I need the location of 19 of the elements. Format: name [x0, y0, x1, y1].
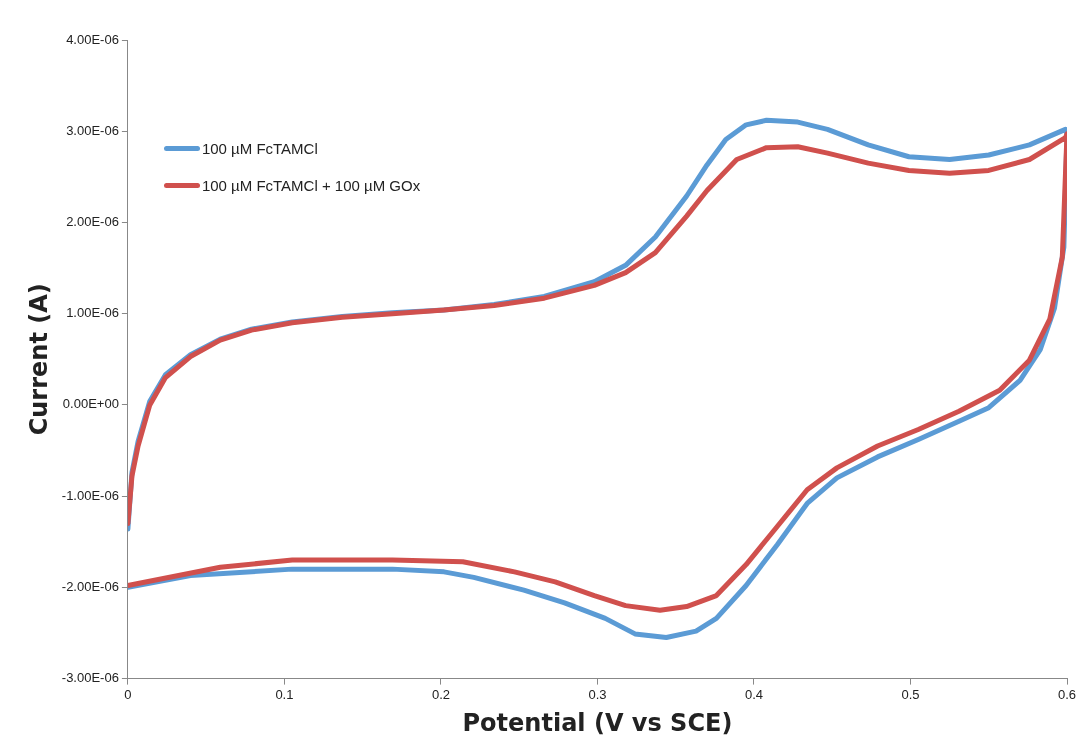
x-tick-label: 0.4 [744, 686, 763, 702]
x-tick-label: 0.2 [431, 686, 450, 702]
x-tick-label: 0.5 [901, 686, 920, 702]
y-tick-label: -2.00E-06 [61, 578, 119, 594]
legend-label: 100 µM FcTAMCl [201, 140, 318, 157]
x-axis-title: Potential (V vs SCE) [462, 708, 733, 737]
y-tick-label: -1.00E-06 [61, 487, 119, 503]
y-axis-title: Current (A) [24, 283, 53, 436]
y-tick-label: 0.00E+00 [62, 396, 119, 412]
y-tick-label: 4.00E-06 [66, 31, 119, 47]
legend-label: 100 µM FcTAMCl + 100 µM GOx [201, 177, 421, 194]
y-tick-label: 2.00E-06 [66, 214, 119, 230]
x-tick-label: 0.6 [1057, 686, 1077, 702]
y-tick-label: 1.00E-06 [66, 305, 119, 321]
x-tick-label: 0 [124, 686, 132, 702]
x-tick-label: 0.1 [275, 686, 294, 702]
y-tick-label: 3.00E-06 [66, 122, 119, 138]
x-tick-label: 0.3 [588, 686, 607, 702]
y-tick-label: -3.00E-06 [61, 670, 119, 686]
